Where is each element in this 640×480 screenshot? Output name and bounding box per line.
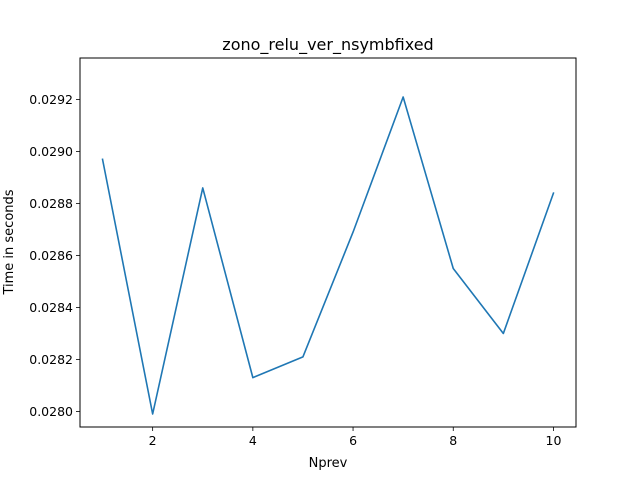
x-tick-label: 4 bbox=[249, 433, 257, 448]
plot-area: 2 4 6 8 10 0.0280 0.0282 0.0284 0.0286 0.0288 0.02… bbox=[29, 57, 577, 448]
x-tick-label: 6 bbox=[349, 433, 357, 448]
y-tick-label: 0.0286 bbox=[29, 248, 73, 263]
y-tick-label: 0.0288 bbox=[29, 196, 73, 211]
x-tick-label: 10 bbox=[546, 433, 562, 448]
y-tick-label: 0.0290 bbox=[29, 144, 73, 159]
chart-title: zono_relu_ver_nsymbfixed bbox=[222, 35, 433, 55]
series-line-0 bbox=[101, 96, 555, 415]
x-tick-label: 2 bbox=[149, 433, 157, 448]
x-axis-label: Nprev bbox=[309, 456, 348, 471]
y-tick-label: 0.0282 bbox=[29, 352, 73, 367]
x-tick-label: 8 bbox=[449, 433, 457, 448]
y-tick-label: 0.0280 bbox=[29, 404, 73, 419]
y-tick-label: 0.0284 bbox=[29, 300, 73, 315]
y-axis-label: Time in seconds bbox=[2, 189, 17, 295]
plot-frame bbox=[79, 57, 577, 428]
y-tick-label: 0.0292 bbox=[29, 92, 73, 107]
